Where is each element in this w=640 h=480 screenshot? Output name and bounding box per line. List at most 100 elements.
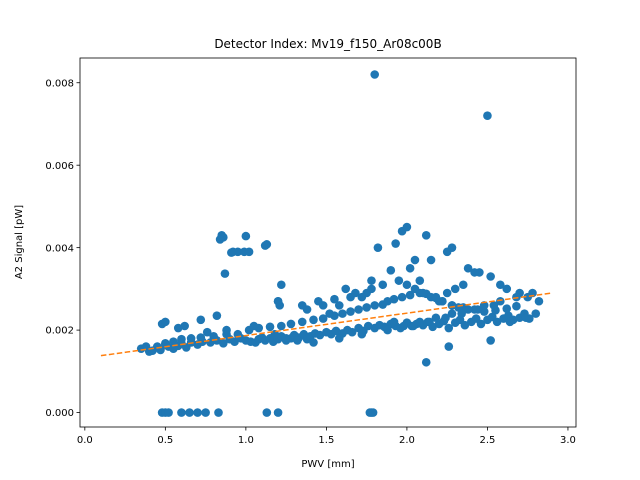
y-axis-label: A2 Signal [pW]	[14, 205, 25, 279]
data-point	[405, 290, 415, 300]
data-point	[421, 230, 431, 240]
data-point	[262, 408, 272, 417]
data-point	[405, 263, 415, 273]
data-point	[397, 292, 407, 302]
data-point	[457, 309, 466, 318]
data-point	[347, 327, 357, 337]
data-point	[486, 272, 495, 281]
data-point	[277, 321, 286, 331]
data-point	[383, 296, 392, 306]
data-point	[297, 317, 307, 327]
data-point	[330, 294, 339, 304]
x-tick-label: 2.0	[399, 435, 415, 446]
data-point	[351, 288, 360, 298]
data-point	[334, 334, 344, 343]
x-axis-label: PWV [mm]	[301, 459, 354, 470]
data-point	[431, 292, 441, 302]
data-point	[463, 305, 473, 314]
data-point	[293, 336, 302, 345]
data-point	[534, 296, 544, 306]
plot-frame	[79, 57, 577, 428]
data-point	[496, 280, 505, 290]
data-point	[415, 276, 425, 285]
data-point	[196, 315, 206, 325]
data-point	[161, 317, 170, 327]
data-point	[409, 321, 418, 331]
data-point	[215, 235, 225, 244]
data-point	[367, 284, 376, 294]
x-tick-label: 1.0	[238, 435, 254, 446]
data-point	[201, 408, 210, 417]
data-point	[421, 357, 431, 367]
data-point	[265, 322, 275, 332]
data-point	[367, 276, 376, 285]
data-point	[512, 301, 521, 311]
data-point	[458, 280, 468, 290]
data-point	[219, 339, 228, 348]
data-point	[302, 305, 312, 314]
data-point	[262, 240, 272, 249]
data-point	[370, 301, 380, 310]
data-point	[315, 330, 325, 340]
x-tick-label: 2.5	[479, 435, 495, 446]
data-point	[447, 309, 457, 318]
data-point	[286, 319, 296, 329]
data-point	[410, 255, 420, 265]
data-point	[222, 325, 231, 335]
data-point	[244, 247, 254, 257]
data-point	[309, 315, 318, 325]
x-tick-label: 0.5	[157, 435, 173, 446]
x-tick-label: 1.5	[318, 435, 334, 446]
x-tick-label: 3.0	[560, 435, 576, 446]
x-axis: 0.0 0.5 1.0 1.5 2.0 2.5 3.0	[77, 427, 576, 446]
data-point	[177, 334, 186, 344]
data-point	[180, 321, 189, 331]
data-point	[273, 296, 283, 306]
data-point	[463, 263, 473, 273]
data-point	[402, 222, 412, 232]
data-point	[473, 305, 483, 314]
data-point	[281, 334, 291, 343]
data-point	[173, 323, 183, 333]
data-point	[370, 70, 380, 79]
data-point	[230, 337, 239, 346]
data-point	[161, 339, 170, 348]
data-point	[399, 321, 408, 331]
data-point	[169, 337, 178, 346]
data-point	[212, 311, 222, 320]
data-point	[450, 284, 460, 294]
fit-line	[100, 292, 552, 357]
data-point	[531, 309, 541, 318]
data-point	[241, 231, 251, 241]
data-point	[338, 309, 347, 318]
data-point	[438, 296, 447, 306]
data-point	[512, 292, 521, 302]
data-point	[341, 284, 351, 294]
y-tick-label: 0.004	[45, 243, 74, 254]
data-point	[378, 280, 388, 290]
data-point	[441, 313, 450, 323]
data-point	[386, 266, 396, 275]
data-point	[476, 319, 486, 329]
data-point	[447, 243, 457, 252]
data-point	[346, 307, 355, 316]
data-point	[214, 408, 223, 417]
data-point	[209, 332, 218, 341]
data-point	[444, 323, 454, 333]
data-point	[521, 313, 531, 323]
y-tick-label: 0.000	[45, 408, 74, 419]
data-point	[368, 408, 378, 417]
data-point	[391, 239, 400, 248]
data-point	[528, 288, 537, 298]
data-point	[496, 296, 505, 306]
data-point	[415, 317, 425, 327]
data-point	[486, 336, 495, 345]
data-point	[383, 325, 392, 335]
data-point	[394, 276, 404, 285]
data-point	[444, 342, 454, 351]
y-axis: 0.000 0.002 0.004 0.006 0.008	[45, 78, 80, 419]
data-point	[470, 268, 479, 277]
data-point	[164, 408, 173, 417]
